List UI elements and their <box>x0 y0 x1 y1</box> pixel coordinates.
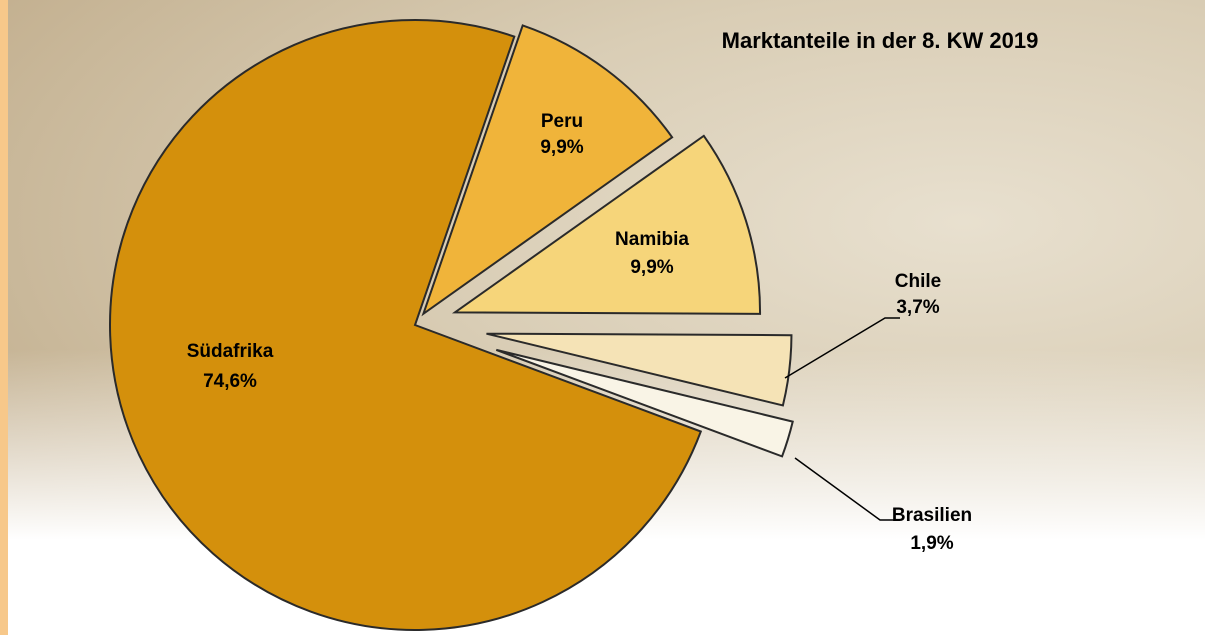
value-label: 9,9% <box>630 257 673 278</box>
leader-line <box>784 317 900 379</box>
slice-label: Namibia <box>615 229 689 250</box>
value-label: 1,9% <box>910 533 953 554</box>
pie-slice <box>109 19 703 631</box>
pie-slice <box>451 134 762 315</box>
leader-line <box>794 457 895 521</box>
slice-label: Peru <box>541 111 583 132</box>
slice-label: Brasilien <box>892 505 972 526</box>
value-label: 9,9% <box>540 137 583 158</box>
pie-slice <box>486 332 793 407</box>
value-label: 74,6% <box>203 371 257 392</box>
value-label: 3,7% <box>896 297 939 318</box>
slice-label: Südafrika <box>187 341 274 362</box>
chart-title: Marktanteile in der 8. KW 2019 <box>722 28 1039 53</box>
pie-slice <box>495 348 794 458</box>
slice-label: Chile <box>895 271 941 292</box>
pie-slice <box>421 24 674 317</box>
